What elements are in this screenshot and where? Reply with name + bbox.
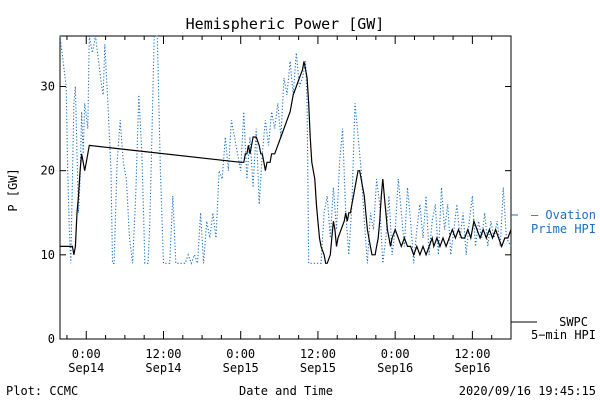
x-tick-label-date: Sep16	[377, 361, 413, 375]
plot-frame	[59, 35, 512, 340]
x-tick-label-date: Sep16	[454, 361, 490, 375]
ovation-legend-line-2: Prime HPI	[531, 222, 596, 236]
ovation-hpi-line	[59, 35, 512, 265]
ovation-legend-line-1: — Ovation	[531, 208, 596, 222]
chart-title: Hemispheric Power [GW]	[186, 15, 385, 33]
swpc-hpi-line	[60, 61, 512, 264]
x-tick-label-date: Sep14	[145, 361, 181, 375]
y-tick-label: 30	[41, 80, 55, 94]
y-tick-label: 20	[41, 164, 55, 178]
y-axis-label: P [GW]	[6, 168, 20, 211]
x-tick-label-time: 0:00	[72, 347, 101, 361]
x-tick-label-date: Sep15	[223, 361, 259, 375]
y-axis: 0 10 20 30	[41, 80, 511, 346]
swpc-legend-line-2: 5−min HPI	[531, 328, 596, 342]
y-tick-label: 0	[48, 332, 55, 346]
x-tick-label-time: 0:00	[381, 347, 410, 361]
x-tick-label-date: Sep15	[300, 361, 336, 375]
x-tick-label-time: 12:00	[300, 347, 336, 361]
x-axis-label: Date and Time	[239, 384, 333, 398]
y-tick-label: 10	[41, 248, 55, 262]
plot-timestamp: 2020/09/16 19:45:15	[459, 384, 596, 398]
x-tick-label-date: Sep14	[68, 361, 104, 375]
plot-credit: Plot: CCMC	[6, 384, 78, 398]
swpc-legend-line-1: SWPC	[559, 315, 588, 329]
x-tick-label-time: 0:00	[226, 347, 255, 361]
x-tick-label-time: 12:00	[145, 347, 181, 361]
series-layer	[59, 35, 512, 265]
x-axis: 0:00Sep1412:00Sep140:00Sep1512:00Sep150:…	[66, 36, 493, 375]
x-tick-label-time: 12:00	[454, 347, 490, 361]
